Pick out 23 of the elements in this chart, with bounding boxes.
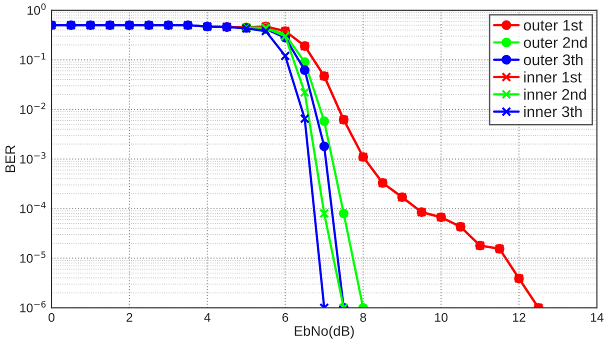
y-tick-label: 10$^{−6}$: [20, 300, 46, 312]
x-tick-label: 6: [282, 312, 288, 322]
x-tick-label: 0: [48, 312, 54, 322]
x-tick-label: 14: [590, 313, 604, 322]
x-tick-label: 12: [513, 312, 526, 322]
legend-label: outer 3th: [524, 54, 583, 66]
legend-label: outer 1st: [524, 20, 583, 31]
y-tick-label: 10$^{−3}$: [20, 152, 46, 164]
x-axis-title: EbNo(dB): [294, 326, 354, 339]
x-tick-label: 4: [204, 313, 210, 322]
x-tick-label: 2: [126, 312, 132, 322]
legend-label: inner 1st: [524, 71, 582, 83]
x-tick-label: 10: [435, 312, 448, 322]
legend-label: inner 3th: [524, 106, 582, 118]
legend-label: inner 2nd: [524, 88, 586, 100]
legend-label: outer 2nd: [524, 36, 587, 48]
x-tick-label: 8: [360, 312, 366, 322]
y-axis-title: BER: [5, 145, 16, 172]
y-tick-label: 10$^{−4}$: [20, 202, 46, 214]
y-tick-label: 10$^{−5}$: [20, 251, 46, 263]
y-tick-label: 10$^{0}$: [28, 3, 46, 15]
y-tick-label: 10$^{−1}$: [20, 53, 46, 64]
y-tick-label: 10$^{−2}$: [20, 102, 46, 114]
